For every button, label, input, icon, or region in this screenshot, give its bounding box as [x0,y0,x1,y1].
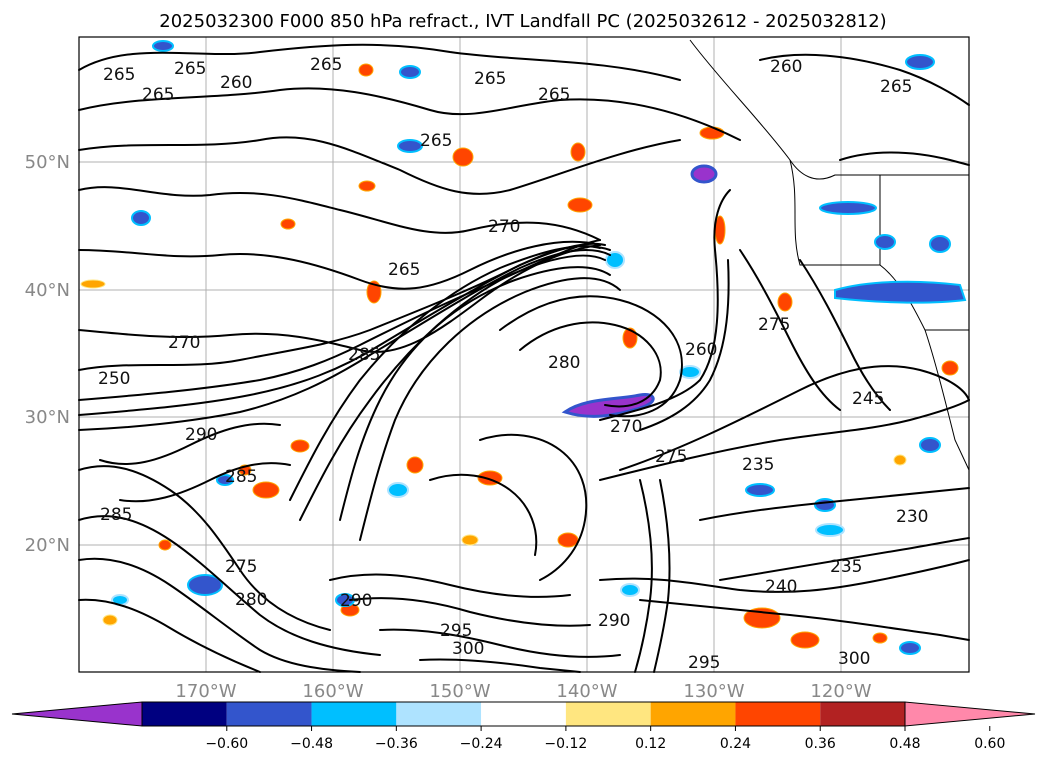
colorbar-segment [142,702,227,726]
contour-label: 275 [758,315,790,335]
colorbar-segment [565,702,651,726]
contour-label: 265 [420,131,452,151]
contour-label: 270 [488,217,520,237]
lon-label-150w: 150°W [429,681,490,702]
contour-label: 285 [348,345,380,365]
contour-label: 300 [838,649,870,669]
coastline [689,39,970,471]
lat-label-40n: 40°N [25,280,70,301]
contour-label: 270 [610,417,642,437]
colorbar-segment [311,702,397,726]
lat-label-50n: 50°N [25,152,70,173]
colorbar-extend-high [904,701,1036,727]
colorbar-tick-label: −0.48 [290,736,333,752]
longitude-labels: 170°W 160°W 150°W 140°W 130°W 120°W [175,681,871,702]
lon-label-120w: 120°W [810,681,871,702]
contour-label: 275 [225,557,257,577]
lat-label-30n: 30°N [25,407,70,428]
lat-label-20n: 20°N [25,535,70,556]
contour-label: 300 [452,639,484,659]
colorbar-tick-label: −0.24 [460,736,503,752]
contour-label: 280 [235,590,267,610]
contour-label: 295 [688,653,720,673]
colorbar-tick-label: 0.24 [720,736,751,752]
contour-label: 265 [388,260,420,280]
colorbar-tick-label: 0.36 [805,736,836,752]
contour-label: 245 [852,389,884,409]
colorbar-segment [481,702,566,726]
lon-label-140w: 140°W [556,681,617,702]
figure-title: 2025032300 F000 850 hPa refract., IVT La… [159,11,886,32]
colorbar-tick-label: −0.12 [544,736,587,752]
colorbar-segment [396,702,482,726]
contour-label: 285 [100,505,132,525]
contour-label: 235 [742,455,774,475]
contour-label: 235 [830,557,862,577]
gridlines [79,37,969,672]
contour-label: 280 [548,353,580,373]
contour-label: 265 [142,85,174,105]
colorbar-segments [11,701,1036,727]
map-panel: 265 265 260 265 265 265 260 265 265 265 … [78,36,970,673]
latitude-labels: 50°N 40°N 30°N 20°N [25,152,70,556]
contour-label: 270 [168,333,200,353]
contour-label: 295 [440,621,472,641]
contour-label: 290 [340,591,372,611]
colorbar-frame [141,701,906,727]
contour-label: 285 [225,467,257,487]
colorbar-tick-label: 0.12 [635,736,666,752]
colorbar-segment [735,702,821,726]
contour-label: 290 [185,425,217,445]
colorbar-tick-label: 0.48 [889,736,920,752]
colorbar-extend-low [11,701,143,727]
map-frame [78,36,970,673]
contour-label: 265 [474,69,506,89]
contour-lines [78,43,970,673]
lon-label-160w: 160°W [302,681,363,702]
contour-label: 230 [896,507,928,527]
colorbar-segment [226,702,312,726]
contour-label: 240 [765,577,797,597]
contour-label: 265 [538,85,570,105]
contour-label: 265 [880,77,912,97]
contour-label: 265 [174,59,206,79]
lon-label-130w: 130°W [683,681,744,702]
colorbar-tick-label: −0.36 [375,736,418,752]
colorbar-tick-label: −0.60 [205,736,248,752]
contour-label: 265 [310,55,342,75]
contour-label: 290 [598,611,630,631]
contour-label: 250 [98,369,130,389]
contour-label: 260 [685,340,717,360]
colorbar-tick-label: 0.60 [974,736,1005,752]
colorbar: −0.60 −0.48 −0.36 −0.24 −0.12 0.12 0.24 0.36 0.4… [11,701,1036,752]
colorbar-segment [820,702,905,726]
contour-label: 265 [103,65,135,85]
contour-label: 260 [220,73,252,93]
colorbar-tick-labels: −0.60 −0.48 −0.36 −0.24 −0.12 0.12 0.24 0.36 0.4… [205,726,1005,752]
contour-label-layer: 265 265 260 265 265 265 260 265 265 265 … [98,55,928,673]
colorbar-segment [650,702,736,726]
contour-label: 275 [655,447,687,467]
lon-label-170w: 170°W [175,681,236,702]
contour-label: 260 [770,57,802,77]
